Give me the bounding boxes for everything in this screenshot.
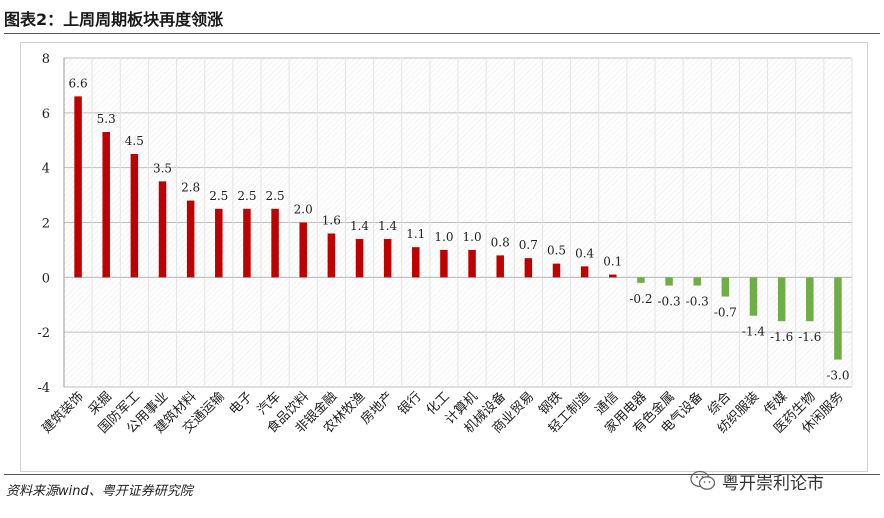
bar-机械设备 [496, 255, 504, 278]
value-label: 0.1 [603, 255, 622, 269]
bar-电子 [243, 208, 251, 278]
bar-有色金属 [665, 277, 673, 286]
bar-钢铁 [552, 263, 561, 278]
value-label: -0.3 [686, 295, 709, 309]
bars [74, 96, 842, 360]
value-label: -0.7 [714, 306, 737, 320]
bar-交通运输 [215, 208, 223, 278]
bar-食品饮料 [299, 222, 307, 278]
y-tick-label: 0 [42, 271, 50, 286]
bar-综合 [721, 277, 730, 297]
value-label: 4.5 [125, 134, 144, 148]
bar-家用电器 [637, 277, 645, 283]
y-tick-label: -2 [37, 326, 50, 341]
value-label: 5.3 [97, 112, 116, 126]
value-label: 1.6 [322, 213, 341, 227]
bar-建筑材料 [186, 200, 195, 278]
bar-商业贸易 [524, 258, 533, 278]
value-label: -0.2 [629, 292, 652, 306]
figure-title: 图表2：上周周期板块再度领涨 [4, 10, 224, 29]
value-label: 3.5 [153, 161, 172, 175]
value-label: -1.6 [798, 330, 821, 344]
value-label: -1.4 [742, 325, 766, 339]
bar-传媒 [777, 277, 786, 322]
category-label: 银行 [396, 389, 425, 418]
value-label: 1.0 [434, 230, 453, 244]
value-label: -0.3 [658, 295, 681, 309]
bar-电气设备 [693, 277, 701, 286]
value-label: -1.6 [770, 330, 793, 344]
value-label: 1.4 [350, 219, 369, 233]
value-label: 0.7 [519, 238, 538, 252]
bar-房地产 [383, 238, 392, 278]
bar-汽车 [271, 208, 279, 278]
value-label: 0.8 [491, 235, 510, 249]
wechat-icon [690, 470, 716, 490]
bar-通信 [609, 274, 617, 278]
gridlines [63, 57, 853, 388]
watermark-text: 粤开崇利论市 [722, 473, 824, 494]
value-label: 2.8 [181, 181, 200, 195]
category-label: 房地产 [358, 389, 397, 428]
bar-农林牧渔 [355, 238, 364, 278]
y-tick-label: 4 [42, 162, 50, 177]
value-label: 1.0 [463, 230, 482, 244]
source-note: 资料来源wind、粤开证券研究院 [6, 484, 193, 499]
bar-轻工制造 [580, 266, 589, 278]
watermark: 粤开崇利论市 [690, 468, 824, 494]
y-axis-ticks: -4 -2 0 2 4 6 8 [37, 52, 50, 396]
bar-非银金融 [327, 233, 336, 278]
bar-公用事业 [158, 181, 167, 278]
category-label: 电子 [227, 389, 256, 418]
chart-frame [20, 42, 868, 472]
bar-医药生物 [806, 277, 814, 322]
bar-国防军工 [130, 153, 139, 278]
value-label: 6.6 [69, 76, 88, 90]
value-label: 0.4 [575, 246, 594, 260]
y-tick-label: 2 [42, 217, 50, 232]
value-label: 2.5 [237, 189, 256, 203]
y-tick-label: -4 [37, 381, 50, 396]
bar-建筑装饰 [74, 96, 82, 278]
bar-采掘 [102, 132, 110, 278]
bar-银行 [412, 247, 420, 278]
value-label: 1.4 [378, 219, 397, 233]
bar-休闲服务 [834, 277, 842, 360]
bar-纺织服装 [749, 277, 758, 316]
value-label: 2.5 [209, 189, 228, 203]
title-divider [4, 33, 880, 34]
value-label: 0.5 [547, 244, 566, 258]
value-label: 2.5 [266, 189, 285, 203]
bar-计算机 [468, 249, 476, 278]
value-label: -3.0 [826, 369, 849, 383]
bar-化工 [440, 249, 448, 278]
y-tick-label: 8 [42, 52, 50, 67]
y-tick-label: 6 [42, 107, 50, 122]
value-label: 1.1 [406, 227, 425, 241]
value-labels: 6.6 5.3 4.5 3.5 2.8 2.5 2.5 2.5 2.0 1.6 1.4 1.4 1.1 1… [69, 76, 850, 382]
value-label: 2.0 [294, 203, 313, 217]
source-divider [4, 474, 880, 475]
